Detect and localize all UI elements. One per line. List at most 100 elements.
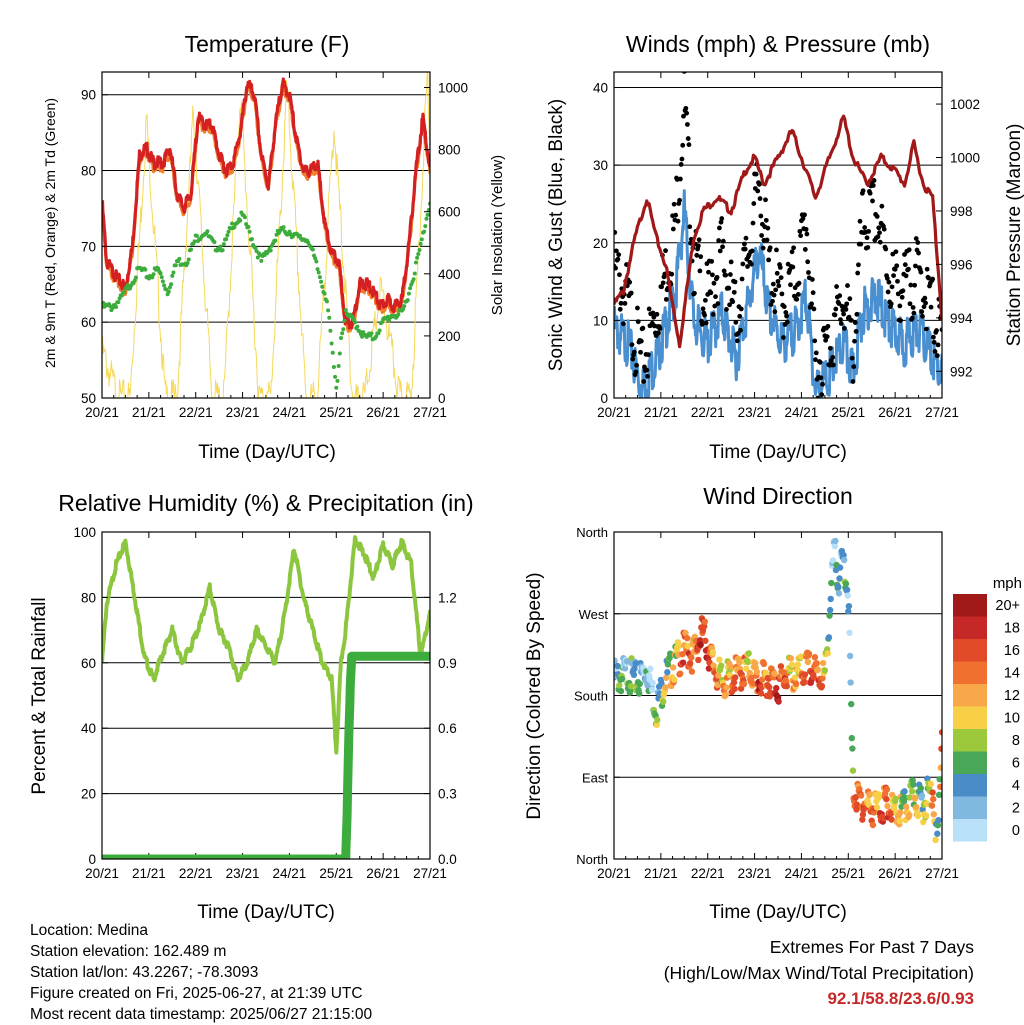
gust-point	[614, 265, 618, 271]
gust-point	[724, 307, 729, 312]
gust-point	[633, 369, 639, 375]
direction-y-tick-label: North	[576, 525, 608, 540]
winds-x-tick-label: 23/21	[738, 405, 772, 420]
temperature-x-tick-label: 25/21	[319, 405, 353, 420]
gust-point	[750, 220, 756, 226]
gust-point	[678, 162, 684, 167]
direction-point	[743, 665, 750, 672]
gust-point	[831, 362, 836, 368]
winds-y-tick-label: 40	[593, 81, 608, 96]
winds-xlabel: Time (Day/UTC)	[709, 442, 847, 463]
direction-point	[826, 612, 833, 619]
gust-point	[742, 246, 748, 252]
direction-point	[810, 673, 817, 681]
dewpoint-point	[158, 271, 163, 276]
humidity-frame	[101, 531, 431, 860]
gust-point	[849, 355, 855, 361]
dewpoint-point	[411, 277, 416, 282]
direction-point	[843, 586, 851, 594]
gust-point	[934, 353, 940, 359]
dewpoint-point	[315, 267, 320, 272]
gust-point	[779, 291, 785, 297]
dewpoint-point	[114, 304, 119, 309]
gust-point	[899, 294, 905, 300]
dewpoint-point	[317, 275, 322, 280]
gust-point	[918, 269, 924, 275]
gust-point	[698, 254, 704, 260]
colorbar-label: 14	[1004, 666, 1020, 682]
gust-point	[778, 275, 784, 281]
direction-point	[736, 659, 743, 666]
gust-point	[845, 283, 850, 288]
gust-point	[622, 300, 628, 306]
gust-point	[727, 272, 733, 277]
gust-point	[773, 287, 779, 293]
humidity-title: Relative Humidity (%) & Precipitation (i…	[58, 490, 473, 516]
gust-point	[706, 269, 711, 275]
humidity-panel: Relative Humidity (%) & Precipitation (i…	[29, 490, 474, 923]
gust-point	[777, 265, 783, 270]
temperature-x-tick-label: 20/21	[85, 405, 119, 420]
gust-point	[867, 190, 873, 196]
direction-point	[760, 660, 768, 668]
direction-x-tick-label: 26/21	[878, 866, 912, 881]
dewpoint-point	[186, 257, 191, 262]
colorbar-label: 4	[1012, 778, 1020, 794]
direction-point	[827, 595, 834, 603]
gust-point	[906, 247, 912, 253]
direction-point	[913, 803, 920, 811]
gust-point	[789, 249, 795, 255]
humidity-xlabel: Time (Day/UTC)	[197, 902, 335, 923]
gust-point	[823, 337, 829, 343]
gust-point	[696, 237, 702, 243]
gust-point	[809, 301, 814, 307]
gust-point	[820, 381, 825, 387]
gust-point	[804, 231, 810, 237]
humidity-plot: 20/21 21/21 22/21 23/21 24/21 25/21 26/21 27/21…	[73, 525, 456, 881]
gust-point	[702, 312, 707, 318]
winds-y2-tick-label: 992	[950, 364, 973, 379]
gust-point	[909, 315, 915, 321]
dewpoint-point	[342, 318, 347, 323]
direction-point	[836, 564, 844, 571]
dewpoint-point	[425, 212, 430, 217]
gust-point	[907, 301, 913, 307]
humidity-y-tick-label: 20	[81, 787, 96, 802]
direction-point	[859, 811, 867, 818]
direction-point	[635, 690, 643, 697]
direction-point	[737, 685, 745, 692]
humidity-x-tick-label: 20/21	[85, 866, 119, 881]
colorbar-label: 18	[1004, 621, 1020, 637]
winds-x-tick-label: 26/21	[878, 405, 912, 420]
dewpoint-point	[337, 351, 342, 356]
gust-point	[802, 212, 807, 218]
gust-point	[681, 113, 686, 119]
gust-point	[616, 252, 622, 258]
temperature-x-tick-label: 21/21	[132, 405, 166, 420]
gust-point	[687, 224, 693, 230]
humidity-x-tick-label: 24/21	[273, 866, 307, 881]
gust-point	[884, 276, 890, 281]
gust-point	[837, 293, 843, 299]
gust-point	[756, 181, 762, 187]
gust-point	[910, 305, 916, 310]
direction-point	[928, 802, 936, 809]
gust-point	[877, 230, 882, 236]
gust-point	[772, 309, 778, 315]
direction-point	[662, 674, 670, 681]
dewpoint-point	[220, 248, 225, 253]
gust-point	[734, 338, 740, 344]
dewpoint-point	[171, 270, 176, 275]
dewpoint-point	[422, 229, 427, 234]
gust-point	[781, 335, 786, 340]
direction-point	[794, 661, 802, 668]
dewpoint-point	[255, 255, 260, 260]
gust-point	[895, 278, 900, 284]
gust-point	[916, 250, 921, 256]
direction-point	[792, 680, 800, 688]
direction-point	[821, 667, 829, 674]
gust-point	[830, 354, 836, 360]
dewpoint-point	[353, 320, 358, 325]
temperature-ylabel-left: 2m & 9m T (Red, Orange) & 2m Td (Green)	[42, 98, 58, 368]
gust-point	[931, 339, 937, 345]
